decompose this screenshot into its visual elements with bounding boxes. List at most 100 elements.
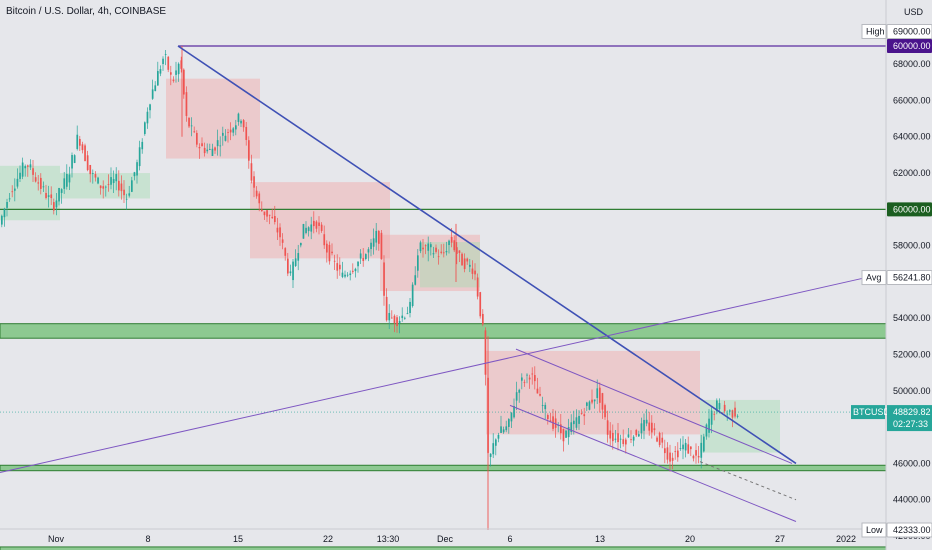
candle-up (16, 178, 19, 187)
candle-up (240, 120, 242, 124)
candle-down (440, 251, 443, 253)
candle-down (453, 240, 456, 251)
candle-up (526, 374, 528, 376)
candle-down (396, 317, 398, 327)
candle-up (372, 238, 375, 247)
candle-down (102, 186, 105, 189)
time-axis[interactable]: Nov 8 15 22 13:30 Dec 6 13 20 27 2022 (48, 534, 856, 544)
candle-down (170, 72, 172, 75)
candle-up (47, 195, 50, 197)
candle-down (120, 183, 123, 192)
time-tick-label: 22 (323, 534, 333, 544)
candle-down (172, 79, 175, 81)
candle-down (549, 420, 552, 423)
candle-down (229, 129, 232, 133)
candle-down (424, 245, 427, 247)
candle-down (380, 232, 383, 260)
candle-down (328, 244, 331, 262)
candle-down (362, 257, 365, 262)
candle-up (219, 145, 222, 147)
candle-up (42, 186, 45, 188)
candle-down (534, 375, 536, 382)
channel-mid-dashed (699, 461, 797, 501)
candle-up (541, 405, 544, 407)
candle-up (310, 224, 313, 232)
candle-down (560, 424, 562, 434)
candle-up (97, 177, 99, 184)
candle-down (669, 452, 671, 462)
candle-down (378, 230, 380, 244)
horizontal-levels (0, 45, 886, 210)
candle-down (443, 252, 445, 254)
price-tick-label: 68000.00 (893, 59, 931, 69)
candle-down (50, 194, 53, 199)
candle-down (458, 250, 461, 253)
candle-down (326, 243, 328, 253)
trendlines[interactable] (0, 45, 867, 522)
candle-down (482, 313, 484, 325)
candle-down (697, 456, 700, 458)
candle-down (601, 393, 604, 410)
bearish-cloud (486, 350, 700, 435)
candle-down (456, 247, 458, 254)
candle-down (604, 405, 606, 418)
high-line-tag-box (887, 39, 932, 53)
candle-up (63, 178, 66, 189)
candle-down (268, 214, 271, 216)
time-tick-label: 2022 (836, 534, 856, 544)
time-tick-label: Dec (437, 534, 454, 544)
candle-down (248, 140, 250, 161)
candle-down (630, 439, 632, 441)
candle-up (349, 273, 352, 276)
candle-up (232, 128, 235, 133)
candle-down (32, 168, 34, 175)
candle-up (149, 104, 151, 111)
candle-up (596, 388, 599, 398)
low-label: Low (866, 525, 883, 535)
candle-down (79, 138, 81, 146)
candle-down (677, 450, 679, 458)
avg-label-box (861, 270, 887, 286)
candle-down (385, 296, 388, 321)
candle-up (518, 389, 521, 393)
candle-down (284, 248, 287, 256)
bearish-cloud (166, 78, 260, 159)
bullish-cloud (60, 173, 150, 199)
channel-upper (515, 348, 793, 464)
candle-down (313, 220, 315, 227)
candle-down (554, 418, 557, 428)
candle-up (235, 125, 237, 130)
candle-down (648, 422, 651, 431)
candle-down (266, 210, 268, 217)
symbol-tag: BTCUSD (853, 407, 891, 417)
candle-up (141, 141, 144, 150)
candle-up (508, 419, 510, 427)
candle-down (86, 155, 89, 171)
candle-up (58, 187, 60, 202)
candle-up (66, 174, 68, 187)
candle-down (183, 69, 185, 95)
indicator-cloud (0, 78, 780, 453)
candle-up (510, 412, 513, 422)
candle-up (448, 240, 450, 246)
candle-down (315, 221, 318, 229)
candle-down (471, 268, 474, 274)
candle-down (656, 437, 658, 442)
candle-up (365, 254, 367, 260)
candle-up (125, 198, 128, 200)
candle-up (289, 271, 292, 274)
candle-down (198, 147, 201, 149)
candle-up (136, 162, 138, 176)
candle-up (401, 315, 404, 319)
bullish-cloud (0, 165, 60, 221)
candle-up (718, 403, 721, 410)
candle-up (432, 253, 435, 255)
candle-down (625, 439, 627, 445)
candle-down (276, 227, 279, 233)
price-tick-label: 54000.00 (893, 313, 931, 323)
candle-up (367, 249, 370, 253)
candle-up (354, 268, 357, 272)
candle-up (640, 423, 643, 434)
candle-up (110, 177, 112, 185)
